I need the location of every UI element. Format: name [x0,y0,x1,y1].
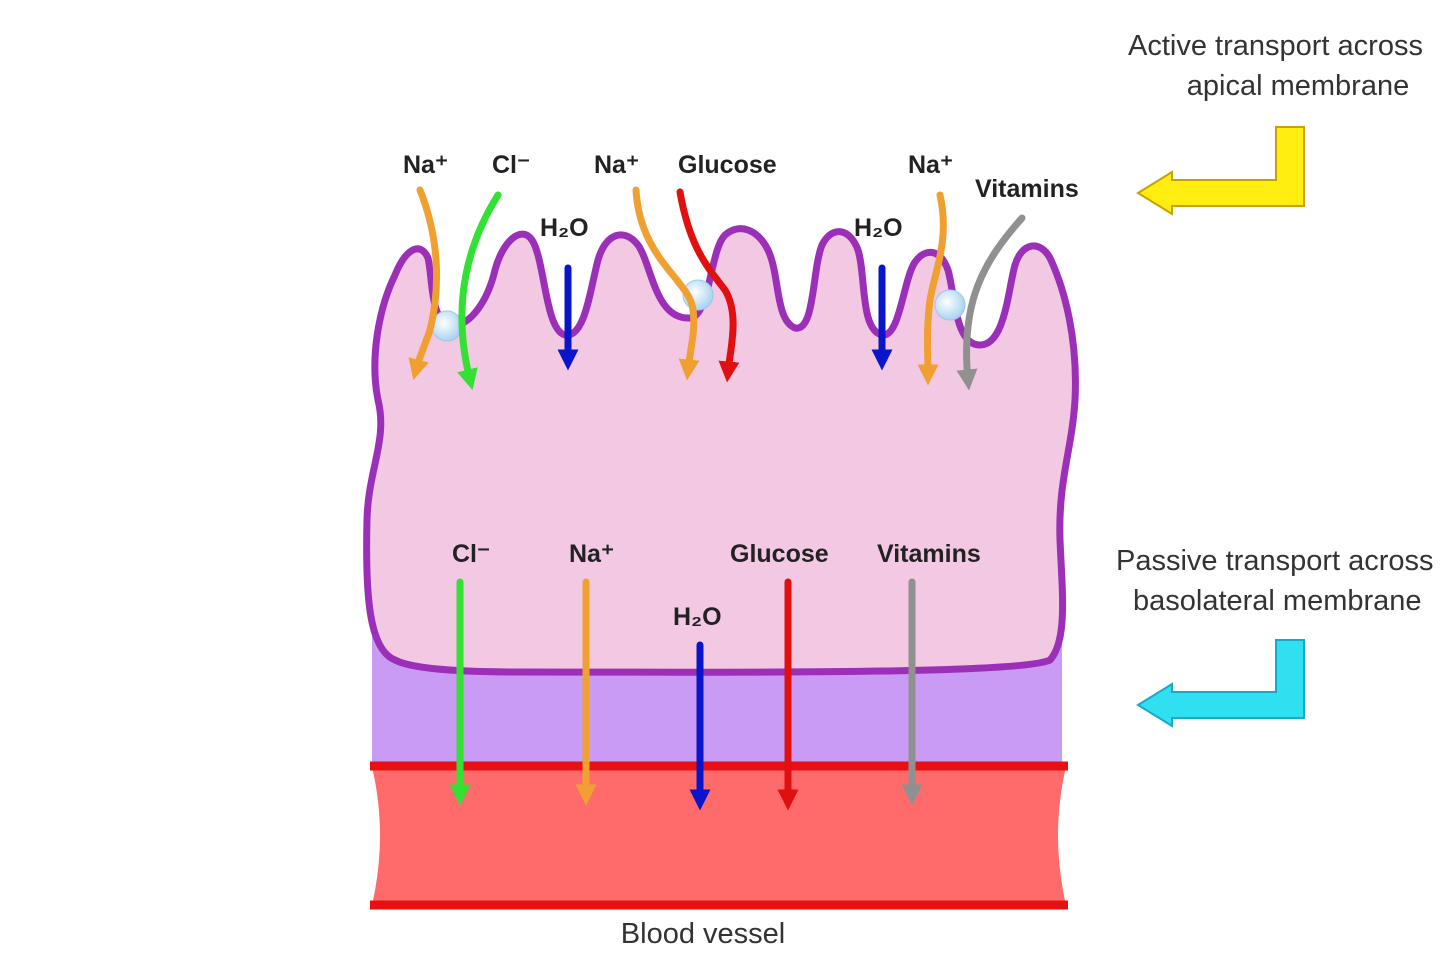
active-transport-line2: apical membrane [1187,70,1409,102]
label-baso-h2o: H₂O [673,603,722,631]
passive-transport-line2: basolateral membrane [1133,585,1422,617]
label-baso-cl: Cl⁻ [452,540,490,568]
na-arrow-3 [917,191,947,386]
vitamins-arrow [956,214,1026,391]
active-transport-arrow-icon [1136,126,1305,216]
passive-transport-arrow-icon [1136,639,1305,728]
epithelial-cell [363,225,1079,676]
active-transport-line1: Active transport across [1128,30,1423,62]
label-na-3: Na⁺ [908,151,953,179]
label-na-2: Na⁺ [594,151,639,179]
glucose-arrow [676,188,740,383]
na-arrow-1 [408,186,441,381]
label-h2o-2: H₂O [854,214,903,242]
cl-arrow [457,191,502,391]
label-vitamins: Vitamins [975,175,1079,203]
transporter-bead [934,289,966,321]
label-baso-glucose: Glucose [730,540,829,568]
na-arrow-2 [632,186,700,381]
blood-vessel-label: Blood vessel [621,918,785,950]
label-baso-na: Na⁺ [569,540,614,568]
label-glucose: Glucose [678,151,777,179]
label-baso-vitamins: Vitamins [877,540,981,568]
label-h2o-1: H₂O [540,214,589,242]
label-cl: Cl⁻ [492,151,530,179]
blood-vessel [372,767,1066,905]
passive-transport-line1: Passive transport across [1116,545,1434,577]
label-na-1: Na⁺ [403,151,448,179]
